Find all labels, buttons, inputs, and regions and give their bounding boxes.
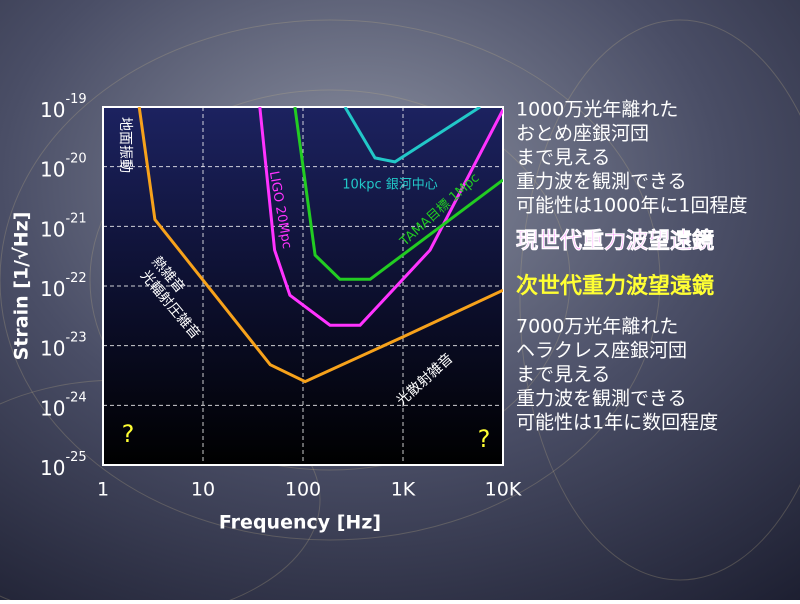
y-tick-exponent: -19 bbox=[65, 92, 86, 107]
y-tick-base: 10 bbox=[40, 157, 65, 181]
curve-label: 10kpc 銀河中心 bbox=[342, 178, 438, 193]
y-tick-label: 10-22 bbox=[40, 271, 87, 301]
curve bbox=[137, 107, 503, 384]
side-text: まで見える bbox=[516, 364, 610, 386]
side-text: 可能性は1年に数回程度 bbox=[516, 412, 718, 434]
curve bbox=[343, 107, 481, 164]
y-tick-label: 10-20 bbox=[40, 151, 87, 181]
annotation: 地面振動 bbox=[117, 117, 133, 173]
decoration bbox=[0, 19, 800, 604]
side-text: ヘラクレス座銀河団 bbox=[516, 340, 687, 362]
y-tick-label: 10-24 bbox=[40, 390, 87, 420]
side-heading: 現世代重力波望遠鏡 bbox=[516, 228, 714, 254]
y-tick-base: 10 bbox=[40, 98, 65, 122]
y-tick-base: 10 bbox=[40, 277, 65, 301]
y-tick-label: 10-25 bbox=[40, 450, 87, 480]
side-text: 可能性は1000年に1回程度 bbox=[516, 195, 747, 217]
x-axis-label: Frequency [Hz] bbox=[219, 512, 381, 534]
x-tick-label: 1K bbox=[391, 479, 416, 501]
x-tick-label: 10K bbox=[485, 479, 522, 501]
y-tick-base: 10 bbox=[40, 217, 65, 241]
side-text: 重力波を観測できる bbox=[516, 171, 687, 193]
legend-entry: 次世代重力波望遠鏡 bbox=[516, 273, 714, 299]
y-tick-exponent: -20 bbox=[65, 151, 86, 166]
y-tick-label: 10-23 bbox=[40, 330, 87, 360]
side-text: 1000万光年離れた bbox=[516, 99, 678, 121]
y-tick-exponent: -21 bbox=[65, 211, 86, 226]
y-axis-label: Strain [1/√Hz] bbox=[11, 212, 33, 361]
y-tick-label: 10-19 bbox=[40, 92, 87, 122]
side-text: おとめ座銀河団 bbox=[516, 123, 649, 145]
curve bbox=[258, 107, 503, 327]
annotation: ? bbox=[122, 420, 135, 448]
y-tick-exponent: -24 bbox=[65, 390, 86, 405]
side-text: 7000万光年離れた bbox=[516, 316, 678, 338]
y-tick-base: 10 bbox=[40, 396, 65, 420]
y-tick-label: 10-21 bbox=[40, 211, 87, 241]
y-tick-exponent: -25 bbox=[65, 450, 86, 465]
side-text: まで見える bbox=[516, 147, 610, 169]
y-tick-exponent: -22 bbox=[65, 271, 86, 286]
y-tick-exponent: -23 bbox=[65, 330, 86, 345]
curve bbox=[293, 107, 503, 281]
x-tick-label: 10 bbox=[191, 479, 215, 501]
y-tick-base: 10 bbox=[40, 456, 65, 480]
x-tick-label: 100 bbox=[285, 479, 321, 501]
annotation: ? bbox=[478, 425, 491, 453]
side-text: 重力波を観測できる bbox=[516, 388, 687, 410]
x-tick-label: 1 bbox=[97, 479, 109, 501]
y-tick-base: 10 bbox=[40, 336, 65, 360]
curves bbox=[137, 107, 503, 384]
